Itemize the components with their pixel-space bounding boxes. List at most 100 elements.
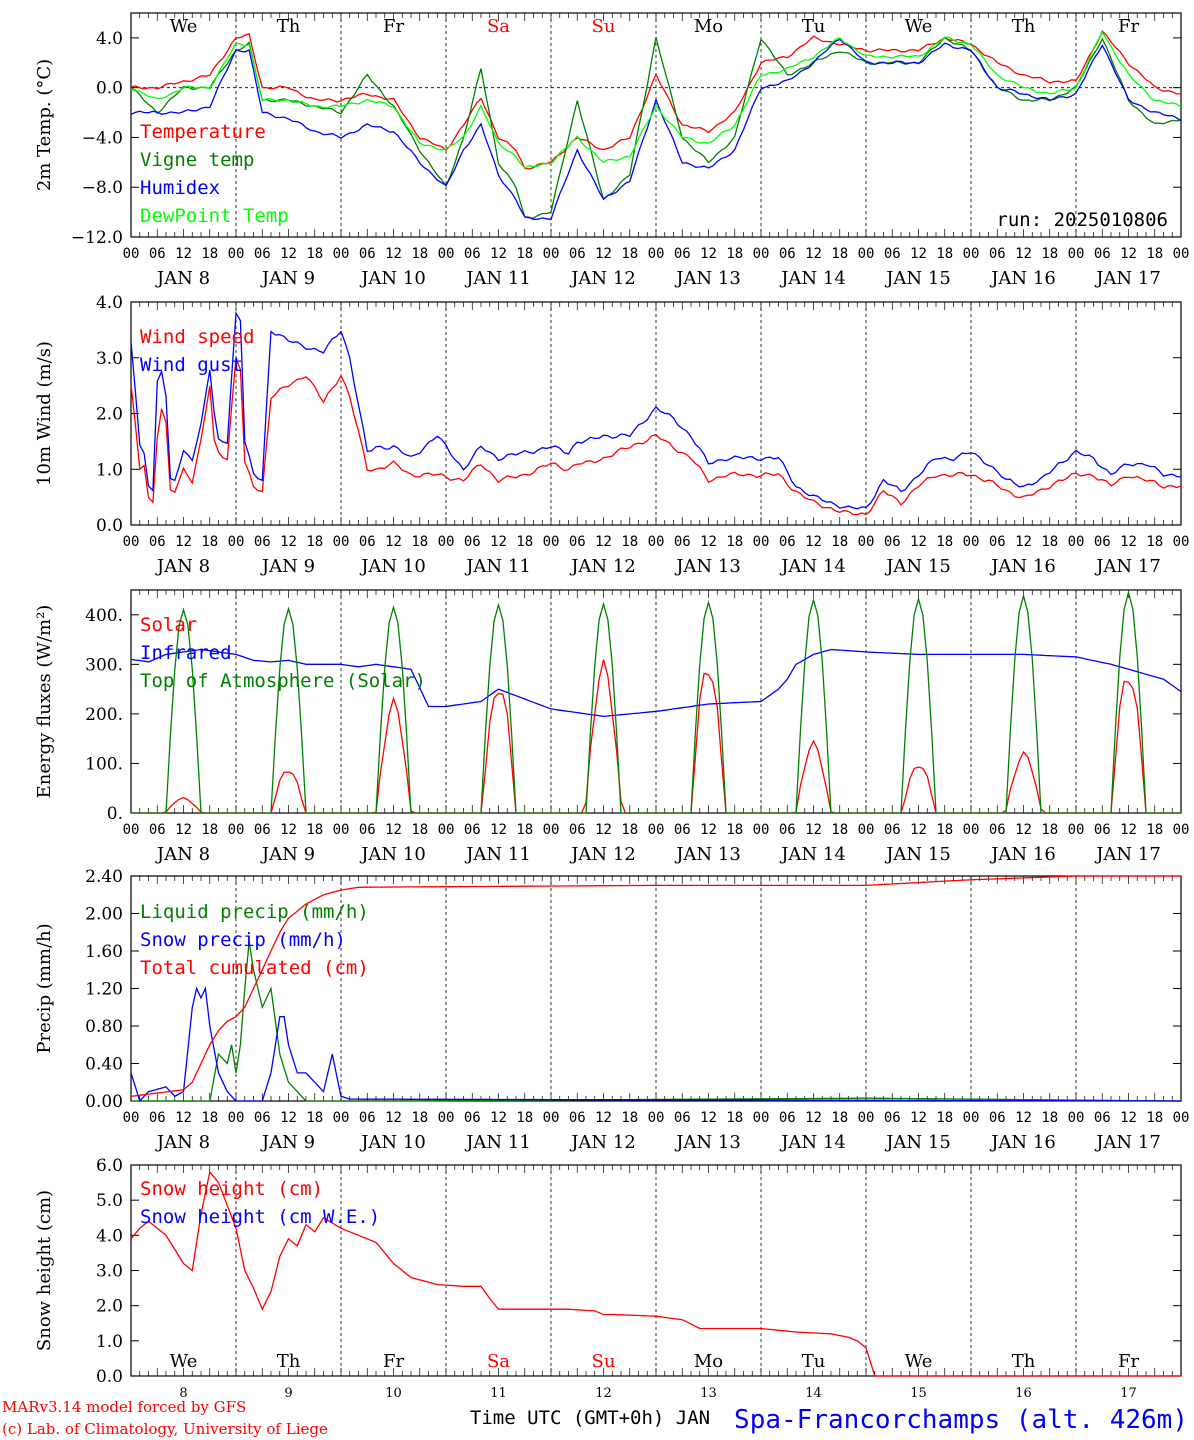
day-of-week-label: Mo [694, 1351, 723, 1372]
hour-tick-label: 18 [726, 1110, 743, 1126]
y-tick-label: 6.0 [96, 1156, 123, 1176]
hour-tick-label: 06 [884, 822, 901, 838]
hour-tick-label: 12 [385, 246, 402, 262]
y-axis-label: 2m Temp. (°C) [34, 59, 55, 191]
hour-tick-label: 06 [1094, 1110, 1111, 1126]
hour-tick-label: 12 [805, 246, 822, 262]
date-label: JAN 9 [260, 268, 315, 289]
legend-entry: Top of Atmosphere (Solar) [140, 670, 426, 692]
hour-tick-label: 12 [385, 822, 402, 838]
day-number-label: 13 [700, 1386, 717, 1401]
date-label: JAN 16 [989, 844, 1056, 865]
hour-tick-label: 00 [543, 1110, 560, 1126]
legend-entry: Solar [140, 614, 197, 636]
day-number-label: 15 [910, 1386, 927, 1401]
hour-tick-label: 06 [884, 534, 901, 550]
hour-tick-label: 18 [726, 534, 743, 550]
hour-tick-label: 12 [595, 246, 612, 262]
date-label: JAN 16 [989, 1132, 1056, 1153]
hour-tick-label: 18 [516, 246, 533, 262]
y-axis-label: Precip (mm/h) [34, 923, 55, 1053]
series-line-humidex [130, 38, 1182, 221]
y-tick-label: −4.0 [82, 128, 123, 148]
date-label: JAN 12 [569, 844, 636, 865]
y-tick-label: 5.0 [96, 1191, 123, 1211]
hour-tick-label: 06 [464, 534, 481, 550]
hour-tick-label: 12 [700, 534, 717, 550]
hour-tick-label: 12 [175, 822, 192, 838]
hour-tick-label: 18 [1041, 534, 1058, 550]
hour-tick-label: 06 [359, 1110, 376, 1126]
day-of-week-label: Sa [487, 16, 510, 37]
day-number-label: 9 [284, 1386, 292, 1401]
date-label: JAN 14 [779, 556, 846, 577]
hour-tick-label: 18 [411, 1110, 428, 1126]
panel-1: 4.0 0.0 −4.0 −8.0 −12.0 2m Temp. (°C) 00 06 12 18… [34, 12, 1190, 289]
series-line-wind-gust [130, 310, 1182, 510]
legend-entry: Snow height (cm) [140, 1178, 323, 1200]
hour-tick-label: 00 [1173, 822, 1190, 838]
date-label: JAN 14 [779, 268, 846, 289]
date-label: JAN 10 [359, 268, 426, 289]
date-label: JAN 14 [779, 1132, 846, 1153]
hour-tick-label: 06 [884, 246, 901, 262]
day-of-week-label: Su [592, 1351, 616, 1372]
y-tick-label: 2.40 [85, 867, 123, 887]
date-label: JAN 12 [569, 1132, 636, 1153]
hour-tick-label: 18 [306, 1110, 323, 1126]
hour-tick-label: 18 [936, 534, 953, 550]
x-axis-label: Time UTC (GMT+0h) JAN [470, 1407, 710, 1429]
date-label: JAN 9 [260, 844, 315, 865]
y-tick-label: 3.0 [96, 1262, 123, 1282]
hour-tick-label: 00 [858, 246, 875, 262]
hour-tick-label: 18 [201, 822, 218, 838]
hour-tick-label: 06 [1094, 822, 1111, 838]
date-label: JAN 11 [464, 268, 531, 289]
day-of-week-label: We [170, 16, 198, 37]
date-label: JAN 12 [569, 556, 636, 577]
hour-tick-label: 06 [569, 246, 586, 262]
hour-tick-label: 00 [228, 1110, 245, 1126]
hour-tick-label: 12 [1015, 534, 1032, 550]
hour-tick-label: 18 [831, 1110, 848, 1126]
day-of-week-label: Fr [1118, 16, 1139, 37]
hour-tick-label: 06 [779, 1110, 796, 1126]
date-label: JAN 13 [674, 1132, 741, 1153]
series-line-total-cumulated-cm- [130, 875, 1181, 1097]
hour-tick-label: 18 [936, 246, 953, 262]
date-label: JAN 17 [1094, 1132, 1161, 1153]
panel-4: 2.40 2.00 1.60 1.20 0.80 0.40 0.00 Precip (mm/h… [34, 867, 1189, 1153]
hour-tick-label: 00 [648, 534, 665, 550]
hour-tick-label: 12 [385, 1110, 402, 1126]
day-of-week-label: Su [592, 16, 616, 37]
date-label: JAN 11 [464, 1132, 531, 1153]
date-label: JAN 8 [155, 1132, 210, 1153]
day-of-week-label: Th [1012, 1351, 1036, 1372]
legend-entry: Infrared [140, 642, 232, 664]
hour-tick-label: 00 [438, 534, 455, 550]
y-tick-label: 0.40 [85, 1055, 123, 1075]
hour-tick-label: 18 [831, 822, 848, 838]
date-label: JAN 15 [884, 268, 951, 289]
hour-tick-label: 06 [674, 246, 691, 262]
legend-entry: Humidex [140, 177, 220, 199]
y-tick-label: 0.80 [85, 1017, 123, 1037]
day-number-label: 12 [595, 1386, 612, 1401]
date-label: JAN 16 [989, 556, 1056, 577]
day-of-week-label: Th [277, 1351, 301, 1372]
hour-tick-label: 12 [280, 1110, 297, 1126]
legend-entry: Vigne temp [140, 149, 254, 171]
hour-tick-label: 00 [858, 1110, 875, 1126]
series-line-snow-height-cm- [130, 1170, 1181, 1377]
hour-tick-label: 18 [1146, 1110, 1163, 1126]
hour-tick-label: 18 [516, 1110, 533, 1126]
hour-tick-label: 00 [1173, 246, 1190, 262]
hour-tick-label: 12 [595, 1110, 612, 1126]
hour-tick-label: 12 [1120, 822, 1137, 838]
date-label: JAN 13 [674, 844, 741, 865]
hour-tick-label: 18 [621, 1110, 638, 1126]
hour-tick-label: 06 [674, 534, 691, 550]
hour-tick-label: 06 [989, 1110, 1006, 1126]
hour-tick-label: 00 [648, 1110, 665, 1126]
hour-tick-label: 06 [149, 246, 166, 262]
